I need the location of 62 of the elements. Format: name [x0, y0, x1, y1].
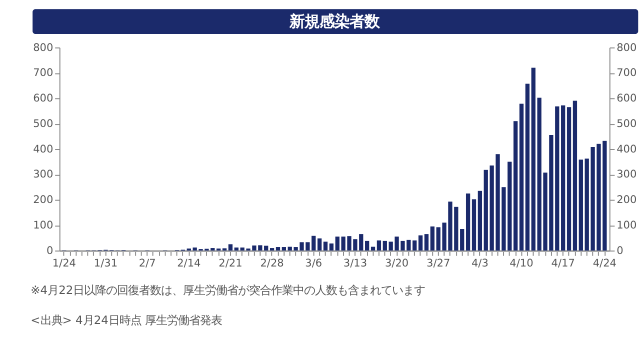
bar [478, 190, 482, 251]
x-tick-label: 4/3 [471, 257, 488, 270]
bar [376, 240, 382, 251]
x-tick-label: 2/7 [138, 257, 156, 270]
x-tick-label: 1/24 [52, 257, 76, 270]
y-tick-label: 200 [33, 194, 54, 206]
bar [566, 107, 572, 251]
bar [234, 248, 238, 251]
x-tick-label: 3/6 [305, 257, 322, 270]
text: <出典> 4月24日時点 厚生労働省発表 [30, 312, 222, 327]
bar [228, 244, 233, 251]
y2-tick-label: 300 [616, 168, 637, 181]
y-tick-label: 500 [33, 118, 54, 130]
y-tick-label: 0 [46, 244, 54, 257]
x-tick-label: 3/27 [426, 257, 450, 270]
bar [519, 104, 524, 251]
y2-tick-label: 500 [616, 118, 637, 130]
bar [270, 248, 274, 251]
x-tick-label: 3/20 [384, 257, 409, 270]
x-tick-label: 4/17 [551, 257, 575, 270]
y2-tick-label: 100 [616, 220, 637, 232]
bar [424, 234, 429, 251]
bar [578, 160, 583, 251]
chart-title: 新規感染者数 [288, 12, 380, 30]
bar [264, 246, 268, 251]
x-tick-label: 4/10 [510, 257, 534, 270]
y2-tick-label: 700 [616, 67, 637, 80]
bar [329, 243, 334, 251]
y-tick-label: 100 [33, 220, 54, 232]
bar [531, 68, 536, 251]
bar [276, 247, 280, 251]
y-tick-label: 800 [33, 42, 54, 54]
y2-tick-label: 0 [616, 244, 624, 257]
bar [513, 121, 518, 251]
y2-tick-label: 800 [616, 42, 637, 54]
bar [382, 240, 387, 251]
bar [282, 247, 286, 251]
bar [418, 235, 423, 251]
y-tick-label: 400 [33, 143, 54, 156]
bar [472, 199, 476, 251]
x-tick-label: 1/31 [94, 257, 118, 270]
x-tick-label: 2/28 [260, 257, 284, 270]
y2-tick-label: 200 [616, 194, 637, 206]
x-tick-label: 2/14 [177, 257, 202, 270]
x-tick-label: 2/21 [218, 257, 242, 270]
bar [525, 84, 530, 251]
y2-tick-label: 400 [616, 143, 637, 156]
bar [365, 240, 370, 251]
bar [430, 226, 434, 251]
y-tick-label: 600 [33, 92, 54, 105]
bar [572, 100, 578, 251]
bar [466, 193, 470, 251]
bar [323, 242, 328, 251]
bar [317, 238, 322, 251]
x-tick-label: 3/13 [343, 257, 368, 270]
text: ※4月22日以降の回復者数は、厚生労働省が突合作業中の人数も含まれています [30, 283, 426, 298]
y-tick-label: 700 [33, 67, 54, 80]
y-tick-label: 300 [33, 168, 54, 181]
bar [412, 240, 417, 251]
bar [561, 105, 566, 251]
y2-tick-label: 600 [616, 92, 637, 105]
x-tick-label: 4/24 [592, 257, 617, 270]
